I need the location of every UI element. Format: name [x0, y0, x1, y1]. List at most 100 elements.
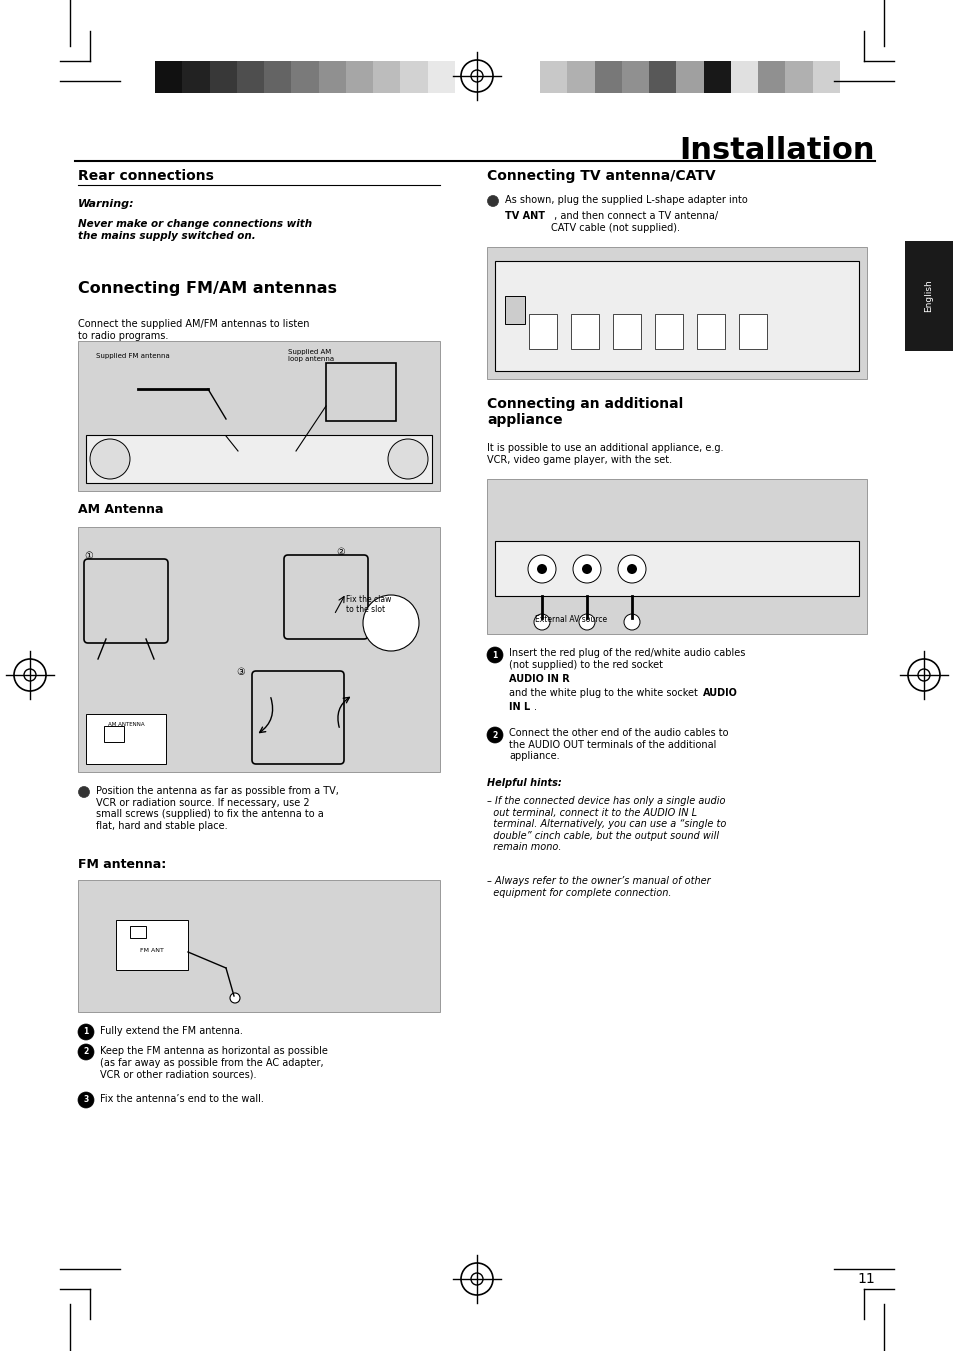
Text: – If the connected device has only a single audio
  out terminal, connect it to : – If the connected device has only a sin…: [486, 796, 725, 852]
Bar: [739, 313, 766, 349]
Text: As shown, plug the supplied L-shape adapter into: As shown, plug the supplied L-shape adap…: [504, 195, 747, 205]
Bar: [78, 880, 439, 1012]
Bar: [621, 61, 649, 93]
Circle shape: [578, 613, 595, 630]
Bar: [400, 61, 428, 93]
Bar: [529, 313, 557, 349]
Text: Helpful hints:: Helpful hints:: [486, 778, 561, 788]
Bar: [78, 527, 439, 771]
Text: 2: 2: [492, 731, 497, 739]
Bar: [154, 61, 183, 93]
Bar: [78, 340, 439, 490]
Text: Connect the supplied AM/FM antennas to listen
to radio programs.: Connect the supplied AM/FM antennas to l…: [78, 319, 309, 340]
Text: – Always refer to the owner’s manual of other
  equipment for complete connectio: – Always refer to the owner’s manual of …: [486, 875, 710, 897]
Text: 1: 1: [492, 650, 497, 659]
Bar: [784, 61, 812, 93]
Text: Supplied AM
loop antenna: Supplied AM loop antenna: [288, 349, 334, 362]
Bar: [130, 925, 146, 938]
Text: , and then connect a TV antenna/
CATV cable (not supplied).: , and then connect a TV antenna/ CATV ca…: [551, 211, 718, 232]
Text: ①: ①: [84, 551, 92, 561]
Bar: [655, 313, 682, 349]
Bar: [236, 61, 264, 93]
Bar: [210, 61, 237, 93]
Bar: [427, 61, 455, 93]
Text: 3: 3: [83, 1096, 89, 1105]
Text: Keep the FM antenna as horizontal as possible
(as far away as possible from the : Keep the FM antenna as horizontal as pos…: [100, 1046, 328, 1079]
Text: Connecting an additional
appliance: Connecting an additional appliance: [486, 397, 682, 427]
Bar: [86, 713, 166, 765]
Text: Position the antenna as far as possible from a TV,
VCR or radiation source. If n: Position the antenna as far as possible …: [96, 786, 338, 831]
Bar: [486, 247, 866, 380]
Circle shape: [363, 594, 418, 651]
Bar: [495, 540, 858, 596]
Bar: [291, 61, 319, 93]
Text: English: English: [923, 280, 933, 312]
Text: Connecting FM/AM antennas: Connecting FM/AM antennas: [78, 281, 336, 296]
Text: ②: ②: [335, 547, 344, 557]
Circle shape: [230, 993, 240, 1002]
Circle shape: [78, 786, 90, 797]
Text: Warning:: Warning:: [78, 199, 134, 209]
Text: AUDIO IN R: AUDIO IN R: [509, 674, 569, 684]
Text: .: .: [534, 703, 537, 712]
Bar: [648, 61, 677, 93]
Circle shape: [78, 1044, 94, 1061]
Text: FM antenna:: FM antenna:: [78, 858, 166, 871]
Text: ③: ③: [235, 667, 245, 677]
Circle shape: [618, 555, 645, 584]
Bar: [758, 61, 785, 93]
Text: It is possible to use an additional appliance, e.g.
VCR, video game player, with: It is possible to use an additional appl…: [486, 443, 722, 465]
Bar: [326, 363, 395, 422]
Circle shape: [573, 555, 600, 584]
Bar: [812, 61, 840, 93]
Text: External AV source: External AV source: [535, 615, 606, 624]
Circle shape: [78, 1092, 94, 1108]
Circle shape: [486, 727, 502, 743]
Circle shape: [527, 555, 556, 584]
Bar: [116, 920, 188, 970]
Circle shape: [78, 1024, 94, 1040]
Circle shape: [537, 563, 546, 574]
Bar: [182, 61, 210, 93]
Text: Connect the other end of the audio cables to
the AUDIO OUT terminals of the addi: Connect the other end of the audio cable…: [509, 728, 728, 761]
Circle shape: [623, 613, 639, 630]
Bar: [594, 61, 621, 93]
Bar: [613, 313, 640, 349]
Bar: [86, 435, 432, 484]
Text: TV ANT: TV ANT: [504, 211, 544, 222]
Text: IN L: IN L: [509, 703, 530, 712]
Text: AM Antenna: AM Antenna: [78, 503, 163, 516]
Text: Fully extend the FM antenna.: Fully extend the FM antenna.: [100, 1025, 243, 1036]
Bar: [539, 61, 567, 93]
Bar: [571, 313, 598, 349]
Text: Connecting TV antenna/CATV: Connecting TV antenna/CATV: [486, 169, 715, 182]
Circle shape: [534, 613, 550, 630]
Circle shape: [90, 439, 130, 480]
Text: 2: 2: [83, 1047, 89, 1056]
Bar: [676, 61, 703, 93]
Bar: [486, 480, 866, 634]
Bar: [904, 240, 952, 351]
Text: Fix the claw
to the slot: Fix the claw to the slot: [346, 594, 391, 615]
Circle shape: [388, 439, 428, 480]
Text: FM ANT: FM ANT: [140, 948, 164, 952]
Bar: [318, 61, 346, 93]
Text: 11: 11: [857, 1273, 874, 1286]
Bar: [373, 61, 400, 93]
Circle shape: [581, 563, 592, 574]
Bar: [346, 61, 374, 93]
Bar: [104, 725, 124, 742]
Text: Never make or change connections with
the mains supply switched on.: Never make or change connections with th…: [78, 219, 312, 240]
Bar: [697, 313, 724, 349]
Bar: [567, 61, 595, 93]
Bar: [504, 296, 524, 324]
Text: AUDIO: AUDIO: [702, 688, 737, 698]
Text: and the white plug to the white socket: and the white plug to the white socket: [509, 688, 700, 698]
Text: AM ANTENNA: AM ANTENNA: [108, 721, 144, 727]
Circle shape: [626, 563, 637, 574]
Text: Installation: Installation: [679, 136, 874, 165]
Bar: [730, 61, 758, 93]
Bar: [703, 61, 731, 93]
Text: 1: 1: [83, 1028, 89, 1036]
Bar: [264, 61, 292, 93]
